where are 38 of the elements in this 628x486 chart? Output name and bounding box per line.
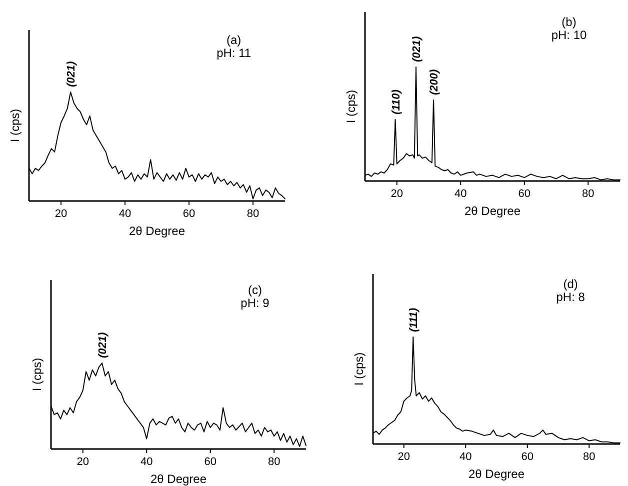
x-tick-label: 80 [582,188,594,200]
x-tick-label: 80 [246,208,260,220]
x-tick-label: 60 [182,208,196,220]
annotation: (111) [408,308,420,332]
x-tick-label: 60 [521,451,534,463]
x-tick-label: 20 [398,451,410,463]
text: pH: 8 [556,290,586,304]
x-tick-label: 40 [454,188,467,200]
text: pH: 11 [216,46,252,60]
x-tick-label: 80 [268,456,280,468]
y-axis-title: I (cps) [344,90,358,124]
x-tick-label: 20 [390,188,403,200]
x-tick-label: 60 [204,456,216,468]
y-axis-title: I (cps) [30,358,44,392]
annotation: (110) [390,89,402,114]
x-tick-label: 20 [54,208,68,220]
y-axis-title: I (cps) [352,352,366,386]
x-tick-label: 40 [460,451,472,463]
x-axis-title: 2θ Degree [468,467,525,481]
x-axis-title: 2θ Degree [128,224,186,238]
x-tick-label: 20 [76,456,89,468]
x-tick-label: 80 [583,451,596,463]
annotation: (021) [66,60,78,87]
x-tick-label: 40 [118,208,132,220]
text: pH: 9 [240,296,270,310]
x-tick-label: 40 [140,456,153,468]
text: pH: 10 [551,28,587,42]
text: (b) [562,15,576,29]
text: (d) [563,277,578,291]
annotation: (021) [411,36,423,62]
text: (a) [226,33,242,47]
y-axis-title: I (cps) [8,108,22,142]
x-axis-title: 2θ Degree [150,472,207,486]
text: (c) [248,283,262,297]
x-axis-title: 2θ Degree [464,204,521,218]
annotation: (200) [428,69,441,96]
x-tick-label: 60 [518,188,530,200]
annotation: (021) [97,332,109,358]
